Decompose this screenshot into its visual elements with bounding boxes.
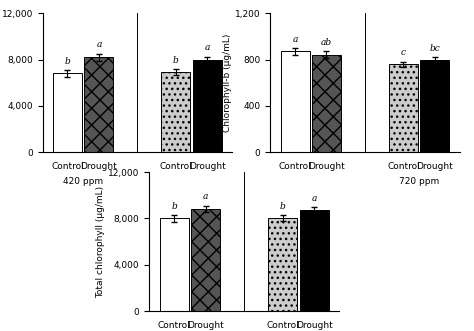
Text: bc: bc (429, 44, 440, 53)
Bar (160, 218, 189, 311)
Text: 720 ppm: 720 ppm (399, 177, 439, 186)
Text: ab: ab (321, 38, 332, 47)
Text: 720 ppm: 720 ppm (172, 177, 212, 186)
Y-axis label: Chlorophyll-b (μg/mL): Chlorophyll-b (μg/mL) (223, 33, 232, 132)
Text: a: a (96, 40, 101, 49)
Text: 420 ppm: 420 ppm (63, 177, 103, 186)
Text: c: c (401, 48, 406, 58)
Text: a: a (311, 194, 317, 203)
Text: a: a (205, 43, 210, 52)
Bar (191, 209, 220, 311)
Bar (193, 60, 222, 152)
Y-axis label: Total chlorophyll (μg/mL): Total chlorophyll (μg/mL) (96, 186, 105, 298)
Text: b: b (171, 202, 177, 211)
Bar (420, 60, 449, 152)
Bar (300, 211, 328, 311)
Text: a: a (203, 193, 208, 202)
Text: b: b (280, 202, 285, 211)
Bar (84, 57, 113, 152)
Text: a: a (292, 34, 298, 44)
Bar (162, 72, 191, 152)
Text: 420 ppm: 420 ppm (291, 177, 331, 186)
Bar (53, 73, 82, 152)
Bar (281, 52, 310, 152)
Bar (268, 218, 297, 311)
Text: b: b (64, 57, 70, 66)
Bar (312, 55, 341, 152)
Text: b: b (173, 56, 179, 65)
Bar (389, 64, 418, 152)
